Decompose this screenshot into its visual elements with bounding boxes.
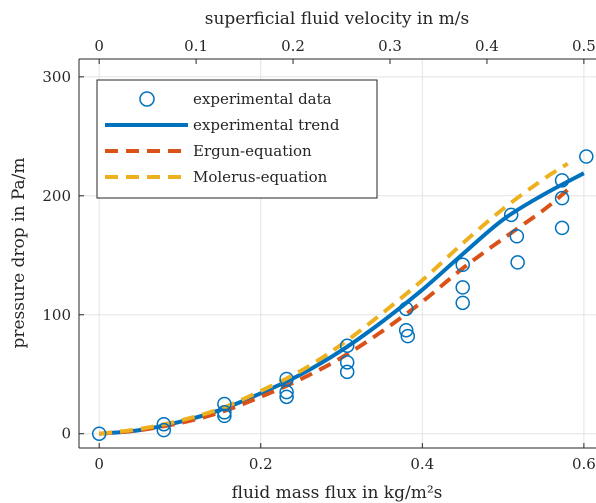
x2-axis-label: superficial fluid velocity in m/s xyxy=(205,9,470,29)
y-tick-label: 200 xyxy=(42,187,71,205)
x-tick-label: 0.4 xyxy=(410,455,434,473)
data-point xyxy=(455,295,470,311)
data-point xyxy=(156,416,172,432)
data-point xyxy=(279,384,294,400)
data-point xyxy=(509,229,525,244)
data-point xyxy=(579,149,594,164)
data-point xyxy=(339,364,355,380)
data-point xyxy=(503,207,519,223)
x2-tick-label: 0.1 xyxy=(184,37,208,55)
data-point xyxy=(510,255,525,270)
data-point xyxy=(455,257,470,273)
legend-label-experimental-data: experimental data xyxy=(193,90,332,108)
y-tick-label: 300 xyxy=(42,68,71,86)
data-point xyxy=(554,190,570,206)
legend-label-molerus-equation: Molerus-equation xyxy=(193,168,328,186)
series-layer xyxy=(91,149,594,441)
data-point xyxy=(554,173,570,188)
data-point xyxy=(279,389,294,405)
x-tick-label: 0 xyxy=(94,455,104,473)
legend-marker-experimental-data xyxy=(139,91,155,107)
x2-tick-label: 0.5 xyxy=(572,37,596,55)
series-line-experimental-trend xyxy=(99,171,585,436)
data-point xyxy=(398,322,414,338)
data-point xyxy=(400,328,416,344)
x2-tick-label: 0.4 xyxy=(475,37,499,55)
data-point xyxy=(217,396,232,412)
x-tick-label: 0.6 xyxy=(572,455,596,473)
data-point xyxy=(554,220,570,236)
x2-tick-label: 0.3 xyxy=(378,37,402,55)
axes: 0 0.2 0.4 0.6 0 100 200 300 0 0.1 0.2 0.3 0.4 0.5 xyxy=(42,37,596,473)
data-point xyxy=(398,301,414,317)
x-axis-label: fluid mass flux in kg/m²s xyxy=(232,483,443,503)
data-point xyxy=(455,280,470,295)
data-point xyxy=(91,426,107,441)
series-line-ergun-equation xyxy=(99,188,570,436)
y-axis-label: pressure drop in Pa/m xyxy=(9,157,29,348)
x2-tick-label: 0 xyxy=(94,37,104,55)
legend: experimental data experimental trend Ergun… xyxy=(96,79,378,199)
y-tick-label: 100 xyxy=(42,306,71,324)
y-tick-label: 0 xyxy=(61,425,71,443)
data-point xyxy=(339,355,355,370)
data-point xyxy=(217,408,232,424)
data-point xyxy=(339,338,355,353)
data-point xyxy=(217,405,232,420)
x-tick-label: 0.2 xyxy=(249,455,273,473)
x2-tick-label: 0.2 xyxy=(281,37,305,55)
legend-label-experimental-trend: experimental trend xyxy=(193,116,340,134)
data-point xyxy=(156,422,172,438)
legend-box xyxy=(96,79,378,199)
legend-label-ergun-equation: Ergun-equation xyxy=(193,142,312,160)
